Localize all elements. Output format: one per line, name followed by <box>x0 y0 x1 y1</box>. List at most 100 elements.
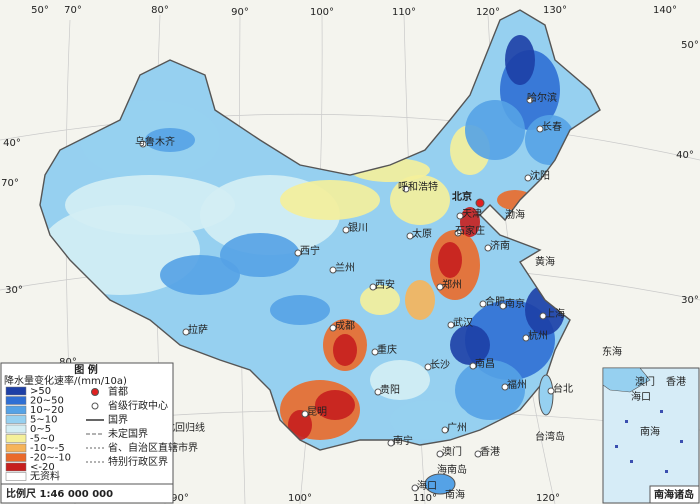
city-label: 太原 <box>412 227 432 240</box>
city-symbol <box>139 140 147 148</box>
city-symbol <box>369 283 377 291</box>
legend-label: 无资料 <box>30 470 60 483</box>
city-symbol <box>501 383 509 391</box>
city-symbol <box>441 426 449 434</box>
legend-swatch <box>5 462 27 472</box>
precipitation-zone <box>220 233 300 277</box>
graticule-label: 140° <box>653 5 677 16</box>
city-label: 沈阳 <box>530 169 550 182</box>
precipitation-zone <box>455 360 525 420</box>
legend: 图 例 降水量变化速率/(mm/10a) 比例尺 1:46 000 000 >5… <box>0 362 198 504</box>
inset-label: 南海 <box>640 425 660 438</box>
precipitation-zone <box>360 285 400 315</box>
city-symbol <box>387 439 395 447</box>
city-label: 郑州 <box>442 278 462 291</box>
city-label: 福州 <box>507 378 527 391</box>
island-mark <box>615 445 618 448</box>
city-symbol <box>342 226 350 234</box>
city-symbol <box>402 185 410 193</box>
inset-title: 南海诸岛 <box>654 488 694 501</box>
legend-box <box>0 362 174 504</box>
precipitation-zone <box>160 255 240 295</box>
legend-label: -5~0 <box>30 434 55 445</box>
precipitation-zone <box>333 334 357 366</box>
hainan-island <box>424 473 456 495</box>
precipitation-zone <box>405 280 435 320</box>
city-symbol <box>182 328 190 336</box>
sea-label: 南海 <box>445 488 465 501</box>
city-symbol <box>522 334 530 342</box>
city-symbol <box>329 324 337 332</box>
precipitation-zone <box>370 360 430 400</box>
legend-swatch <box>5 443 27 453</box>
graticule-label: 70° <box>1 178 19 189</box>
city-label: 南京 <box>505 297 525 310</box>
city-symbol <box>294 249 302 257</box>
city-label: 香港 <box>480 446 500 458</box>
city-label: 拉萨 <box>188 323 208 336</box>
city-symbol <box>436 283 444 291</box>
city-symbol <box>436 450 444 458</box>
city-label: 乌鲁木齐 <box>135 135 175 148</box>
precipitation-zone <box>315 390 355 420</box>
city-symbol <box>499 302 507 310</box>
city-label: 武汉 <box>453 316 473 329</box>
precipitation-zone <box>288 410 312 440</box>
graticule-label: 120° <box>536 493 560 504</box>
city-symbol <box>301 410 309 418</box>
capital-symbol <box>475 198 485 208</box>
city-label: 西安 <box>375 278 395 291</box>
graticule-label: 90° <box>231 7 249 18</box>
graticule-label: 90° <box>171 493 189 504</box>
city-label: 成都 <box>335 320 355 332</box>
city-label: 上海 <box>545 307 565 320</box>
legend-symbol-label: 特别行政区界 <box>108 455 168 468</box>
city-symbol <box>469 362 477 370</box>
legend-label: -20~-10 <box>30 453 71 464</box>
graticule-label: 50° <box>31 5 49 16</box>
legend-swatch <box>5 415 27 424</box>
city-symbol <box>424 363 432 371</box>
city-label: 杭州 <box>528 329 548 342</box>
legend-subtitle: 降水量变化速率/(mm/10a) <box>4 374 127 387</box>
legend-swatch <box>5 472 27 481</box>
city-symbol <box>524 174 532 182</box>
legend-symbol-label: 国界 <box>108 414 128 426</box>
city-symbol <box>374 388 382 396</box>
city-label: 昆明 <box>307 406 327 418</box>
precipitation-zone <box>450 325 490 365</box>
graticule-label: 50° <box>681 40 699 51</box>
graticule-label: 130° <box>543 5 567 16</box>
precipitation-zone <box>505 35 535 85</box>
precipitation-zone <box>438 242 462 278</box>
legend-swatch <box>5 386 27 396</box>
legend-swatch <box>5 424 27 434</box>
city-label: 澳门 <box>442 445 462 458</box>
graticule-label: 40° <box>3 138 21 149</box>
island-mark <box>630 460 633 463</box>
inset-label: 海口 <box>631 390 651 403</box>
graticule-label: 80° <box>151 5 169 16</box>
graticule-label: 30° <box>681 295 699 306</box>
legend-label: 20~50 <box>30 396 64 407</box>
legend-symbol-label: 首都 <box>108 385 128 398</box>
legend-label: 0~5 <box>30 424 51 435</box>
legend-label: 5~10 <box>30 415 57 426</box>
legend-symbol-label: 省、自治区直辖市界 <box>108 441 198 454</box>
graticule-label: 110° <box>392 7 416 18</box>
city-label: 银川 <box>348 221 368 234</box>
inset-label: 澳门 <box>635 375 655 388</box>
legend-label: <-20 <box>30 462 55 473</box>
city-symbol <box>406 232 414 240</box>
city-label: 济南 <box>490 239 510 252</box>
city-label: 海口 <box>417 479 437 492</box>
legend-swatch <box>5 453 27 462</box>
legend-label: 10~20 <box>30 405 64 416</box>
city-symbol <box>329 266 337 274</box>
city-label: 西宁 <box>300 244 320 257</box>
city-label: 南宁 <box>393 434 413 447</box>
inset-title-box <box>649 485 700 504</box>
island-mark <box>660 410 663 413</box>
inset-label: 香港 <box>666 376 686 388</box>
